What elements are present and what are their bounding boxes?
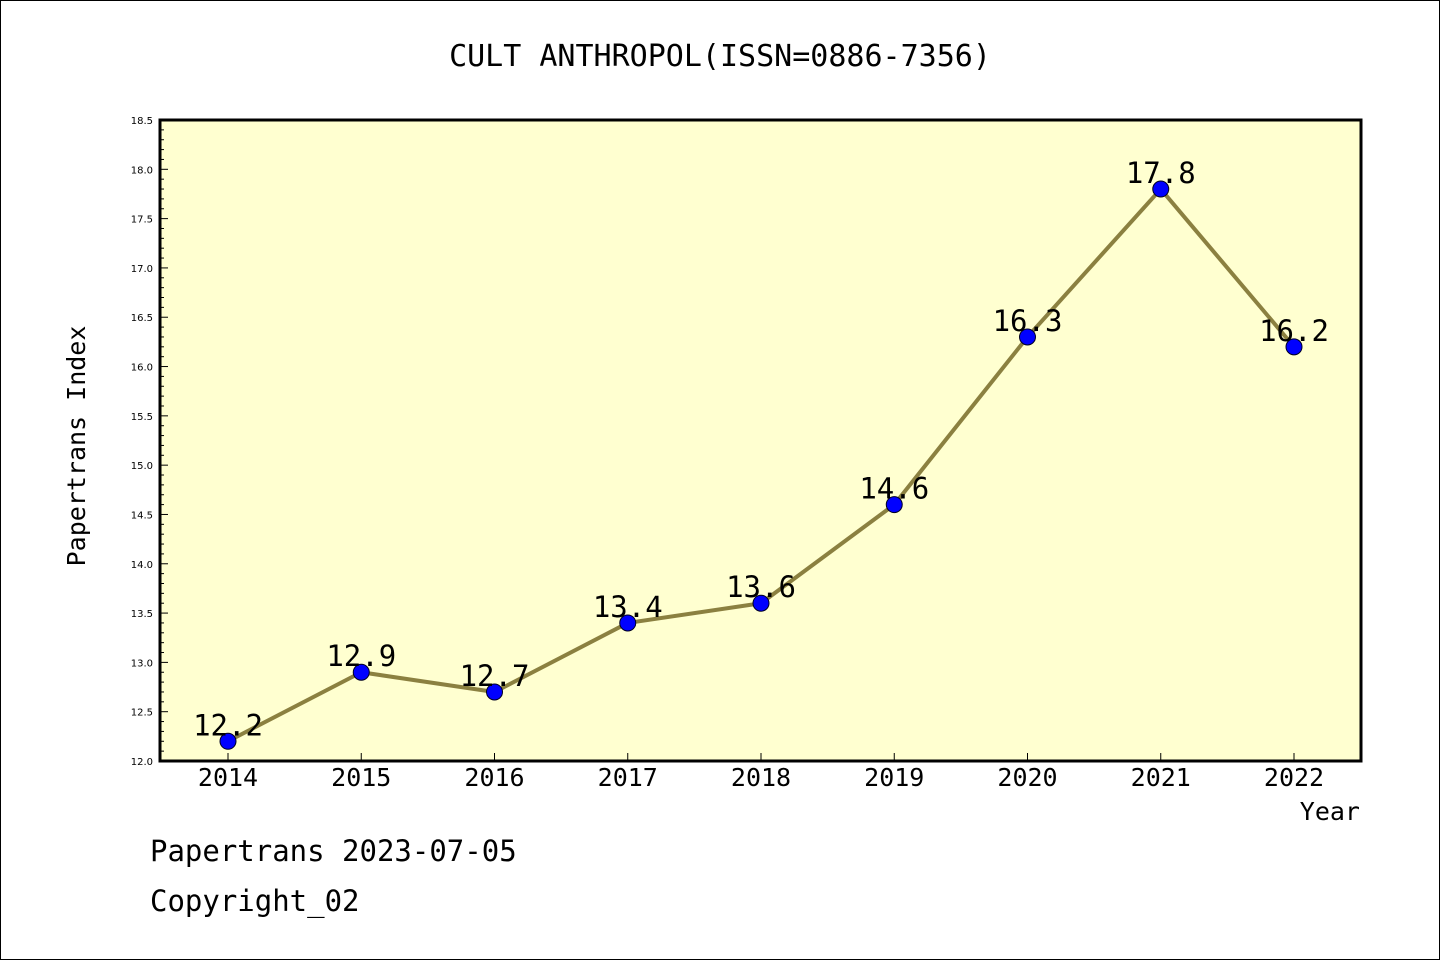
y-tick-label: 18.0	[131, 165, 153, 176]
plot-border	[158, 118, 1363, 763]
x-tick-label: 2018	[731, 763, 791, 792]
data-point	[219, 732, 237, 750]
data-label: 13.4	[593, 590, 663, 624]
y-axis: 12.0 12.5 13.0 13.5 14.0 14.5 15.0 15.5 16.0 16.5…	[131, 116, 168, 768]
data-label: 14.6	[859, 472, 929, 506]
y-tick-label: 15.5	[131, 412, 153, 423]
footer-date-text: Papertrans 2023-07-05	[150, 834, 517, 868]
y-tick-label: 16.0	[131, 363, 153, 374]
data-point	[1285, 338, 1303, 356]
data-label: 12.7	[460, 659, 530, 693]
x-axis-label: Year	[1300, 797, 1360, 826]
plot-area	[160, 120, 1361, 761]
x-tick-label: 2019	[864, 763, 924, 792]
y-tick-label: 17.5	[131, 215, 153, 226]
data-label: 13.6	[726, 570, 796, 604]
data-point	[1019, 328, 1036, 346]
data-labels: 12.2 12.9 12.7 13.4 13.6 14.6 16.3 17.8 16.2	[193, 156, 1329, 742]
data-point	[1152, 180, 1170, 198]
y-axis-label: Papertrans Index	[62, 326, 91, 567]
data-point	[352, 663, 370, 681]
y-tick-label: 12.0	[131, 757, 153, 768]
x-tick-label: 2016	[464, 763, 524, 792]
footer-copyright-text: Copyright_02	[150, 884, 360, 918]
y-tick-label: 12.5	[131, 708, 153, 719]
data-label: 12.9	[326, 639, 396, 673]
y-tick-label: 18.5	[131, 116, 153, 127]
x-tick-label: 2021	[1131, 763, 1191, 792]
data-label: 17.8	[1126, 156, 1196, 190]
data-point	[885, 496, 903, 514]
y-tick-label: 14.0	[131, 560, 153, 571]
x-tick-label: 2015	[331, 763, 391, 792]
data-point	[752, 594, 770, 612]
data-point	[486, 683, 503, 701]
data-label: 16.2	[1259, 314, 1329, 348]
data-label: 12.2	[193, 708, 263, 742]
chart-title: CULT ANTHROPOL(ISSN=0886-7356)	[449, 39, 991, 74]
y-tick-label: 13.5	[131, 609, 153, 620]
data-label: 16.3	[993, 304, 1063, 338]
x-tick-label: 2017	[598, 763, 658, 792]
x-tick-label: 2022	[1264, 763, 1324, 792]
y-tick-label: 17.0	[131, 264, 153, 275]
y-tick-label: 13.0	[131, 658, 153, 669]
x-tick-label: 2014	[198, 763, 258, 792]
series-markers	[219, 180, 1303, 750]
y-tick-label: 15.0	[131, 461, 153, 472]
y-tick-label: 14.5	[131, 510, 153, 521]
x-axis: 2014 2015 2016 2017 2018 2019 2020 2021 2022	[198, 753, 1324, 792]
data-point	[619, 614, 637, 632]
x-tick-label: 2020	[997, 763, 1057, 792]
y-tick-label: 16.5	[131, 313, 153, 324]
